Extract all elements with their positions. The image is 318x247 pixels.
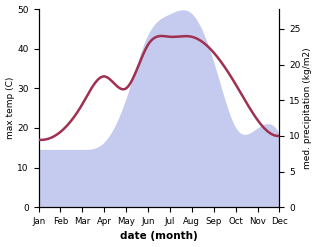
Y-axis label: max temp (C): max temp (C)	[5, 77, 15, 139]
X-axis label: date (month): date (month)	[120, 231, 198, 242]
Y-axis label: med. precipitation (kg/m2): med. precipitation (kg/m2)	[303, 47, 313, 169]
